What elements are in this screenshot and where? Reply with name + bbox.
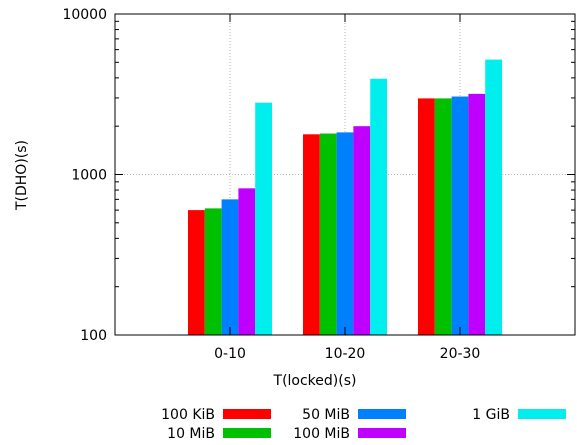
bar: [434, 98, 452, 335]
x-tick-label: 10-20: [325, 346, 366, 362]
legend-label: 100 KiB: [161, 407, 215, 423]
legend-swatch: [358, 428, 406, 438]
y-axis-ticks: 100 1000 10000: [62, 7, 575, 344]
legend-label: 1 GiB: [472, 407, 510, 423]
bar: [319, 133, 337, 335]
y-tick-label: 100: [80, 328, 107, 344]
x-axis-label: T(locked)(s): [273, 373, 357, 389]
bar: [418, 98, 435, 335]
x-tick-label: 20-30: [440, 346, 481, 362]
bar: [303, 134, 320, 335]
bar: [204, 208, 222, 335]
legend-swatch: [358, 409, 406, 419]
bar: [221, 199, 239, 335]
legend-swatch: [223, 428, 271, 438]
bar: [370, 78, 387, 336]
y-axis-label: T(DHO)(s): [14, 140, 30, 211]
bar: [485, 59, 502, 336]
bars: [188, 59, 502, 336]
legend: 100 KiB 10 MiB 50 MiB 100 MiB 1 GiB: [161, 407, 566, 442]
legend-label: 10 MiB: [167, 426, 215, 442]
bar: [188, 210, 205, 335]
x-tick-label: 0-10: [214, 346, 246, 362]
y-tick-label: 10000: [62, 7, 107, 23]
bar: [468, 93, 486, 336]
bar: [353, 126, 371, 335]
legend-swatch: [223, 409, 271, 419]
bar: [451, 96, 469, 335]
legend-label: 50 MiB: [302, 407, 350, 423]
legend-label: 100 MiB: [293, 426, 350, 442]
bar: [238, 188, 256, 335]
bar: [255, 102, 272, 335]
x-axis-ticks: 0-10 10-20 20-30: [214, 14, 480, 362]
legend-swatch: [518, 409, 566, 419]
bar: [336, 132, 354, 335]
y-tick-label: 1000: [71, 168, 107, 184]
